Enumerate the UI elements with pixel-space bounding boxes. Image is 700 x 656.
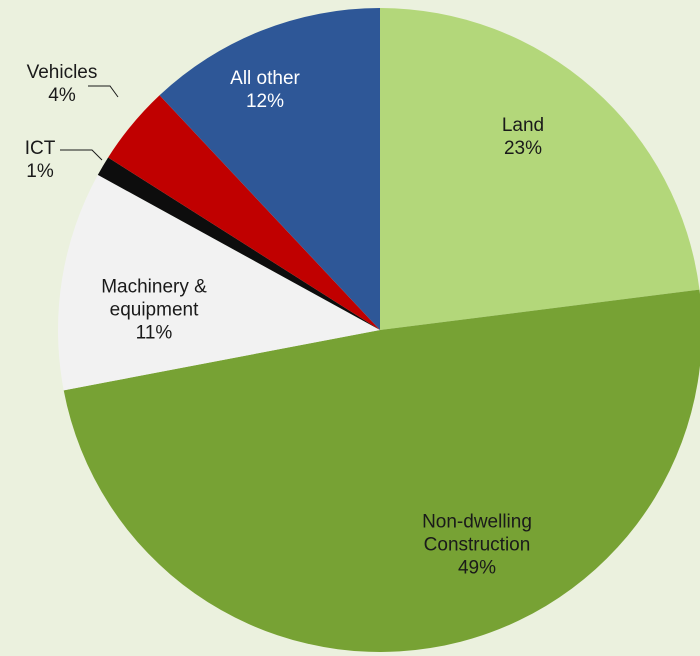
category-label: Non-dwelling Construction: [422, 511, 532, 556]
slice-label: Land 23%: [502, 114, 544, 160]
pie-slice: [58, 174, 381, 391]
value-label: 11%: [135, 322, 173, 344]
leader-line: [60, 149, 103, 161]
pie-slice: [380, 8, 700, 330]
slice-label: Machinery & equipment 11%: [101, 276, 207, 345]
slice-label: Non-dwelling Construction 49%: [422, 511, 532, 580]
leader-line: [88, 85, 119, 98]
value-label: 23%: [503, 138, 543, 159]
category-label: Land: [501, 115, 545, 136]
value-label: 49%: [457, 557, 497, 579]
pie-slice: [108, 95, 381, 331]
category-label: All other: [230, 68, 300, 89]
value-label: 4%: [48, 85, 76, 106]
slice-label: All other 12%: [230, 67, 300, 113]
value-label: 12%: [245, 91, 285, 112]
pie-slice: [97, 157, 380, 330]
pie-slice: [159, 7, 380, 330]
category-label: Machinery & equipment: [101, 276, 207, 321]
category-label: ICT: [24, 138, 56, 159]
category-label: Vehicles: [26, 62, 98, 83]
slice-label: ICT 1%: [25, 137, 56, 183]
pie-slice: [63, 289, 700, 652]
slice-label: Vehicles 4%: [27, 61, 98, 107]
value-label: 1%: [26, 161, 54, 182]
